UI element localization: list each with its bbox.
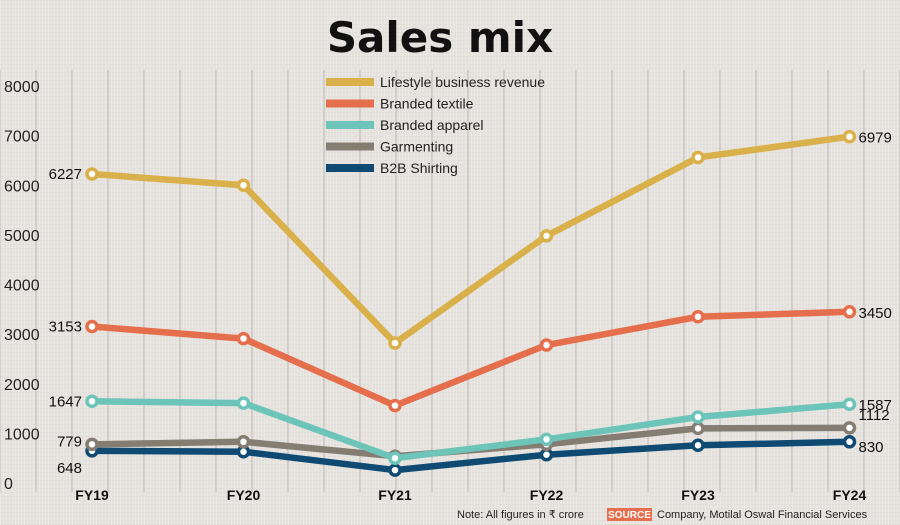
footer: Note: All figures in ₹ crore SOURCE Comp… [457, 508, 868, 521]
data-point-garmenting [842, 421, 857, 435]
data-label-lifestyle-end: 6979 [859, 130, 892, 147]
footer-note: Note: All figures in ₹ crore [457, 509, 584, 521]
data-point-apparel [691, 410, 705, 424]
data-point-textile [539, 338, 554, 352]
data-point-textile [842, 305, 857, 319]
data-point-apparel [236, 396, 251, 410]
x-tick-label: FY21 [378, 487, 412, 503]
source-text: Company, Motilal Oswal Financial Service… [657, 509, 868, 521]
data-point-lifestyle [842, 129, 857, 144]
data-label-textile-start: 3153 [49, 319, 82, 336]
x-tick-label: FY22 [530, 487, 564, 503]
series-line-apparel [88, 398, 853, 462]
x-tick-label: FY19 [75, 487, 109, 503]
y-axis: 0 1000 2000 3000 4000 5000 6000 7000 8000 [4, 79, 40, 493]
data-point-apparel [85, 394, 99, 409]
source-tag-badge [607, 508, 652, 521]
data-point-garmenting [85, 437, 99, 452]
data-point-textile [388, 398, 402, 413]
data-label-garmenting-start: 779 [57, 433, 82, 450]
data-point-garmenting [691, 421, 705, 436]
chart-title: Sales mix [327, 13, 553, 62]
data-point-textile [236, 331, 251, 346]
series-line-lifestyle [88, 133, 853, 347]
data-point-garmenting [236, 435, 251, 449]
y-tick-label: 7000 [4, 129, 40, 146]
legend-label-apparel: Branded apparel [380, 117, 484, 133]
data-label-apparel-end: 1587 [859, 397, 892, 414]
series-lines [85, 129, 857, 477]
data-point-b2b [539, 447, 554, 462]
source-tag: SOURCE [608, 510, 651, 521]
x-tick-label: FY23 [681, 487, 715, 503]
data-point-textile [691, 310, 705, 324]
y-tick-label: 2000 [4, 377, 40, 394]
data-point-b2b [388, 463, 402, 477]
data-label-b2b-end: 830 [859, 439, 884, 456]
data-point-lifestyle [236, 178, 251, 192]
y-tick-label: 3000 [4, 327, 40, 344]
data-label-b2b-start: 648 [57, 460, 82, 477]
data-point-apparel [539, 432, 554, 447]
data-label-garmenting-end: 1112 [859, 407, 890, 424]
data-point-apparel [842, 397, 857, 411]
y-tick-label: 4000 [4, 278, 40, 295]
legend-label-b2b: B2B Shirting [380, 160, 458, 176]
data-label-apparel-start: 1647 [49, 393, 82, 410]
data-point-lifestyle [388, 336, 402, 350]
x-tick-label: FY20 [227, 487, 261, 503]
legend-label-garmenting: Garmenting [380, 139, 453, 155]
x-axis: FY19 FY20 FY21 FY22 FY23 FY24 [75, 487, 866, 503]
y-tick-label: 6000 [4, 178, 40, 195]
y-tick-label: 5000 [4, 228, 40, 245]
x-tick-label: FY24 [833, 487, 867, 503]
data-point-apparel [388, 451, 402, 465]
series-line-b2b [88, 438, 853, 474]
legend-label-lifestyle: Lifestyle business revenue [380, 74, 545, 90]
legend-label-textile: Branded textile [380, 96, 474, 112]
legend: Lifestyle business revenue Branded textil… [326, 74, 545, 176]
data-point-textile [85, 319, 99, 334]
data-point-lifestyle [691, 150, 705, 165]
data-labels: 6227 6979 3153 3450 1647 1587 779 1112 648 830 [49, 130, 892, 477]
data-label-textile-end: 3450 [859, 305, 892, 322]
data-point-b2b [842, 435, 857, 449]
series-line-textile [88, 308, 853, 409]
y-tick-label: 0 [4, 476, 13, 493]
data-point-lifestyle [539, 229, 554, 243]
data-point-b2b [691, 438, 705, 453]
y-tick-label: 8000 [4, 79, 40, 96]
y-tick-label: 1000 [4, 426, 40, 443]
data-point-lifestyle [85, 167, 99, 181]
data-label-lifestyle-start: 6227 [49, 166, 82, 183]
